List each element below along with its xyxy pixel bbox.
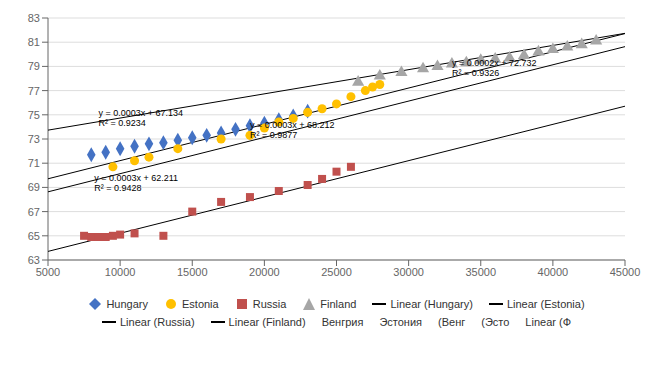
html-text:Linear (Finland): Linear (Finland) xyxy=(228,316,306,328)
html-text:Finland: Finland xyxy=(320,298,357,310)
svg-text:71: 71 xyxy=(28,157,40,169)
svg-text:R² = 0.9428: R² = 0.9428 xyxy=(94,183,141,193)
svg-text:75: 75 xyxy=(28,109,40,121)
html-text:Венгрия: Венгрия xyxy=(321,316,364,328)
svg-text:R² = 0.9326: R² = 0.9326 xyxy=(452,68,499,78)
svg-text:69: 69 xyxy=(28,181,40,193)
svg-text:10000: 10000 xyxy=(105,266,136,278)
html-text:(Венг: (Венг xyxy=(438,316,466,328)
svg-text:65: 65 xyxy=(28,230,40,242)
html-text:Linear (Hungary): Linear (Hungary) xyxy=(390,298,473,310)
html-text:Эстония: Эстония xyxy=(379,316,422,328)
html-text:Hungary: Hungary xyxy=(106,298,148,310)
html-text:Russia: Russia xyxy=(252,298,287,310)
svg-text:73: 73 xyxy=(28,133,40,145)
svg-text:45000: 45000 xyxy=(610,266,641,278)
html-text:Linear (Ф: Linear (Ф xyxy=(525,316,571,328)
html-text:Linear (Estonia): Linear (Estonia) xyxy=(506,298,585,310)
svg-text:5000: 5000 xyxy=(36,266,60,278)
svg-text:25000: 25000 xyxy=(321,266,352,278)
html-text:(Эсто: (Эсто xyxy=(481,316,510,328)
html-text:Linear (Russia): Linear (Russia) xyxy=(120,316,195,328)
svg-text:35000: 35000 xyxy=(465,266,496,278)
svg-text:y = 0.0002x + 72.732: y = 0.0002x + 72.732 xyxy=(452,58,537,68)
svg-text:y = 0.0003x + 62.211: y = 0.0003x + 62.211 xyxy=(94,173,178,183)
svg-text:R² = 0.9877: R² = 0.9877 xyxy=(250,130,297,140)
svg-text:20000: 20000 xyxy=(249,266,280,278)
svg-text:81: 81 xyxy=(28,36,40,48)
svg-text:30000: 30000 xyxy=(393,266,424,278)
svg-text:40000: 40000 xyxy=(538,266,569,278)
svg-text:y = 0.0003x + 67.134: y = 0.0003x + 67.134 xyxy=(98,108,183,118)
svg-text:79: 79 xyxy=(28,60,40,72)
svg-text:77: 77 xyxy=(28,85,40,97)
svg-text:y = 0.0003x + 68.212: y = 0.0003x + 68.212 xyxy=(250,120,335,130)
html-text:Estonia: Estonia xyxy=(182,298,219,310)
svg-text:63: 63 xyxy=(28,254,40,266)
svg-text:67: 67 xyxy=(28,206,40,218)
svg-text:15000: 15000 xyxy=(177,266,208,278)
svg-text:83: 83 xyxy=(28,12,40,24)
svg-text:R² = 0.9234: R² = 0.9234 xyxy=(98,118,145,128)
